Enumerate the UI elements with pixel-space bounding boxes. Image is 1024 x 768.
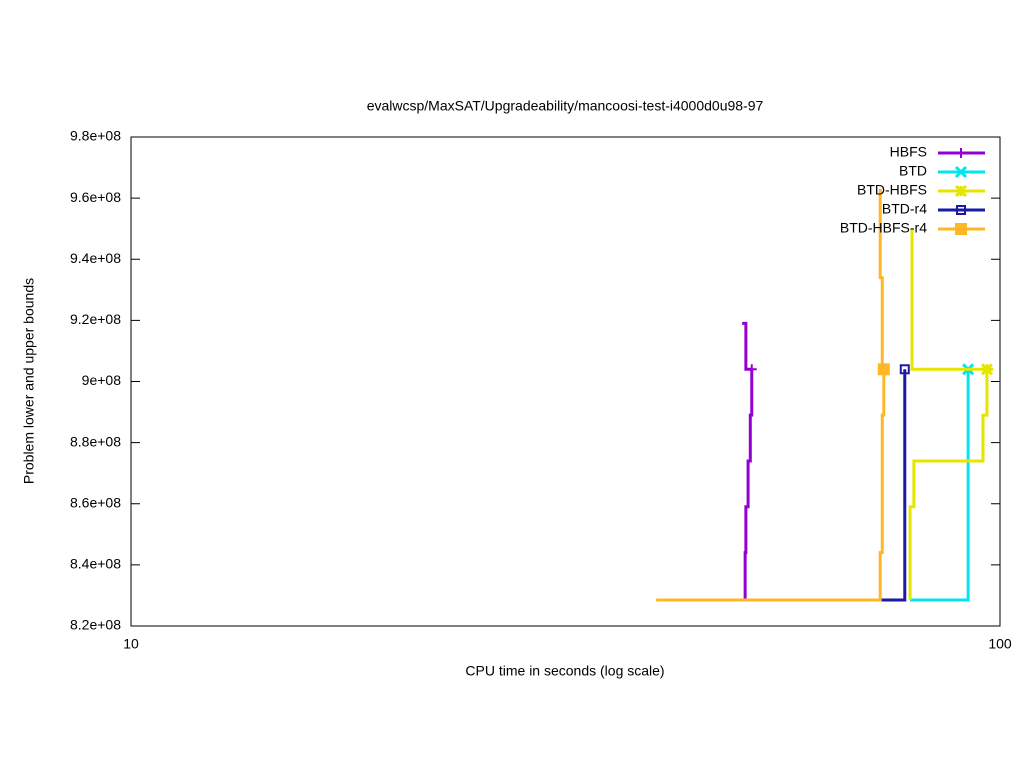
series-line	[656, 188, 886, 602]
plot-frame	[130, 136, 1001, 627]
y-tick-label: 9.6e+08	[70, 189, 121, 205]
y-tick-label: 9e+08	[82, 372, 122, 388]
chart-title: evalwcsp/MaxSAT/Upgradeability/mancoosi-…	[367, 98, 764, 114]
legend-label: BTD-r4	[882, 201, 927, 217]
y-tick-label: 8.2e+08	[70, 617, 121, 633]
y-tick-label: 8.8e+08	[70, 433, 121, 449]
series-line	[908, 228, 994, 601]
x-tick-label: 100	[988, 636, 1012, 652]
y-tick-label: 8.4e+08	[70, 556, 121, 572]
y-tick-label: 8.6e+08	[70, 494, 121, 510]
y-tick-label: 9.8e+08	[70, 128, 121, 144]
point-marker	[899, 364, 910, 375]
y-tick-label: 9.2e+08	[70, 311, 121, 327]
legend-label: BTD-HBFS	[857, 182, 927, 198]
legend-label: HBFS	[890, 144, 927, 160]
legend-marker	[956, 205, 966, 215]
x-tick-label: 10	[123, 636, 139, 652]
series-line	[910, 369, 970, 602]
legend-marker	[954, 165, 968, 179]
series-line	[880, 369, 907, 602]
point-marker	[746, 364, 757, 375]
point-marker	[980, 363, 994, 376]
legend-marker	[954, 184, 968, 198]
legend-label: BTD-HBFS-r4	[840, 220, 927, 236]
y-tick-label: 9.4e+08	[70, 250, 121, 266]
legend-marker	[956, 148, 966, 158]
legend-marker	[955, 223, 967, 235]
y-axis-label: Problem lower and upper bounds	[21, 278, 37, 484]
legend-label: BTD	[899, 163, 927, 179]
x-axis-label: CPU time in seconds (log scale)	[465, 663, 664, 679]
point-marker	[877, 363, 890, 376]
series-line	[742, 321, 754, 601]
